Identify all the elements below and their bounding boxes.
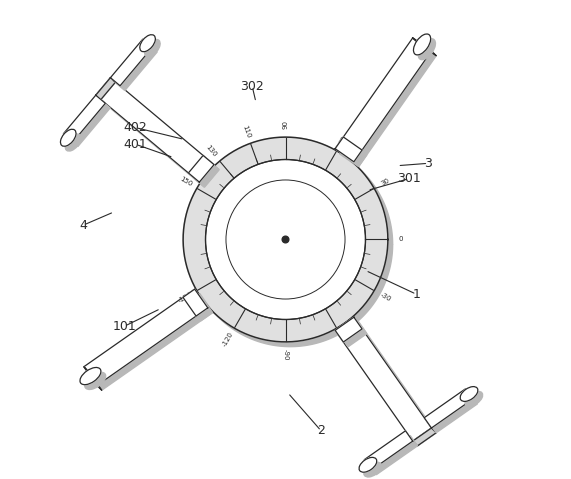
- Polygon shape: [100, 82, 219, 187]
- Polygon shape: [369, 435, 417, 475]
- Polygon shape: [413, 38, 436, 56]
- Ellipse shape: [413, 34, 431, 55]
- Ellipse shape: [460, 387, 478, 401]
- Polygon shape: [183, 137, 388, 342]
- Polygon shape: [413, 38, 436, 56]
- Polygon shape: [188, 294, 212, 321]
- Ellipse shape: [80, 367, 101, 385]
- Text: 4: 4: [79, 219, 87, 232]
- Circle shape: [282, 236, 289, 243]
- Ellipse shape: [418, 39, 436, 60]
- Polygon shape: [188, 156, 214, 182]
- Ellipse shape: [465, 391, 482, 406]
- Ellipse shape: [140, 34, 155, 52]
- Polygon shape: [188, 142, 393, 347]
- Text: 101: 101: [112, 319, 136, 333]
- Text: -60: -60: [337, 333, 349, 346]
- Text: -150: -150: [178, 291, 194, 304]
- Text: 301: 301: [397, 172, 421, 185]
- Ellipse shape: [65, 134, 81, 151]
- Polygon shape: [89, 294, 213, 390]
- Text: 130: 130: [205, 144, 218, 159]
- Ellipse shape: [144, 39, 160, 57]
- Circle shape: [210, 164, 370, 324]
- Text: 2: 2: [317, 424, 325, 437]
- Text: 0: 0: [399, 237, 403, 242]
- Polygon shape: [110, 39, 152, 86]
- Polygon shape: [335, 38, 432, 162]
- Polygon shape: [335, 317, 362, 342]
- Polygon shape: [63, 95, 106, 142]
- Circle shape: [206, 160, 365, 319]
- Polygon shape: [84, 289, 208, 386]
- Polygon shape: [84, 367, 102, 390]
- Polygon shape: [364, 431, 413, 470]
- Polygon shape: [193, 160, 219, 187]
- Text: 60: 60: [338, 134, 348, 145]
- Ellipse shape: [359, 457, 377, 472]
- Text: 1: 1: [412, 288, 420, 301]
- Text: 302: 302: [240, 80, 264, 92]
- Ellipse shape: [61, 129, 76, 146]
- Text: -90: -90: [283, 349, 288, 361]
- Text: 90: 90: [283, 120, 288, 129]
- Polygon shape: [183, 289, 208, 316]
- Text: 150: 150: [178, 176, 193, 188]
- Text: 402: 402: [123, 121, 147, 134]
- Ellipse shape: [364, 462, 381, 477]
- Polygon shape: [115, 44, 157, 91]
- Polygon shape: [413, 428, 436, 446]
- Text: 401: 401: [123, 138, 147, 151]
- Polygon shape: [340, 322, 367, 347]
- Polygon shape: [429, 394, 477, 433]
- Ellipse shape: [85, 372, 106, 389]
- Polygon shape: [96, 78, 115, 100]
- Polygon shape: [340, 142, 367, 167]
- Polygon shape: [413, 428, 436, 446]
- Text: 30: 30: [380, 177, 391, 187]
- Polygon shape: [335, 137, 362, 162]
- Polygon shape: [340, 321, 436, 446]
- Text: 110: 110: [241, 124, 251, 138]
- Polygon shape: [335, 317, 432, 441]
- Polygon shape: [96, 78, 115, 100]
- Text: -30: -30: [379, 292, 392, 303]
- Polygon shape: [96, 78, 215, 182]
- Polygon shape: [340, 43, 436, 167]
- Text: -120: -120: [222, 331, 235, 348]
- Polygon shape: [68, 100, 110, 147]
- Polygon shape: [424, 389, 473, 428]
- Text: 3: 3: [424, 157, 432, 170]
- Polygon shape: [84, 367, 102, 390]
